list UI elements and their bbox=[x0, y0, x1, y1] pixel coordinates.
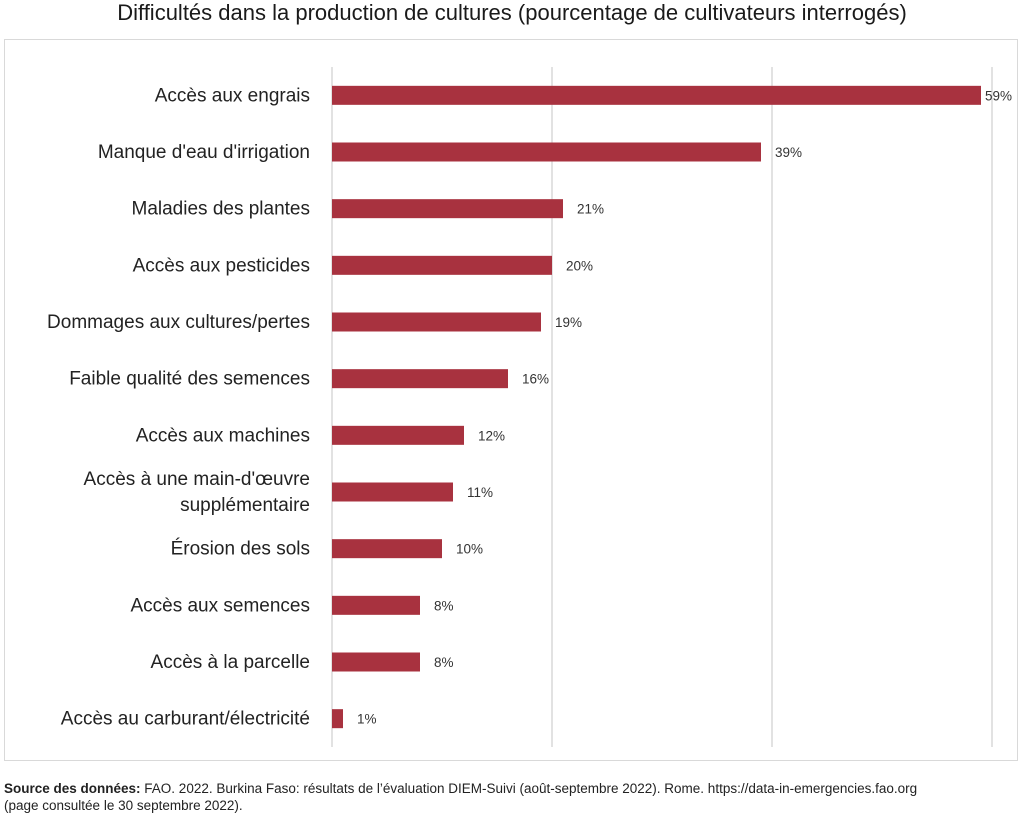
category-label-10: Accès à la parcelle bbox=[151, 652, 310, 673]
bar-7 bbox=[332, 482, 453, 502]
category-label-6: Accès aux machines bbox=[136, 425, 310, 446]
bar-0 bbox=[332, 85, 981, 105]
bar-8 bbox=[332, 539, 442, 559]
value-label-2: 21% bbox=[577, 202, 604, 217]
bar-9 bbox=[332, 595, 420, 615]
value-label-6: 12% bbox=[478, 428, 505, 443]
value-label-1: 39% bbox=[775, 145, 802, 160]
category-label-3: Accès aux pesticides bbox=[133, 255, 310, 276]
category-label-2: Maladies des plantes bbox=[132, 199, 311, 220]
category-label-9: Accès aux semences bbox=[130, 595, 310, 616]
category-label-0: Accès aux engrais bbox=[155, 85, 310, 106]
bar-2 bbox=[332, 199, 563, 219]
source-note: Source des données: FAO. 2022. Burkina F… bbox=[4, 780, 1020, 814]
category-label-11: Accès au carburant/électricité bbox=[61, 709, 310, 730]
category-label-8: Érosion des sols bbox=[171, 539, 310, 560]
value-label-5: 16% bbox=[522, 372, 549, 387]
category-label-1: Manque d'eau d'irrigation bbox=[98, 142, 310, 163]
source-label: Source des données: bbox=[4, 781, 141, 796]
category-label-5: Faible qualité des semences bbox=[69, 369, 310, 390]
category-label-7-1: supplémentaire bbox=[180, 495, 310, 516]
bar-3 bbox=[332, 255, 552, 275]
value-label-7: 11% bbox=[467, 485, 493, 500]
bar-1 bbox=[332, 142, 761, 162]
source-line-1: FAO. 2022. Burkina Faso: résultats de l’… bbox=[140, 781, 918, 796]
bar-5 bbox=[332, 369, 508, 389]
value-label-3: 20% bbox=[566, 258, 593, 273]
value-label-4: 19% bbox=[555, 315, 582, 330]
value-label-0: 59% bbox=[985, 88, 1012, 103]
value-label-11: 1% bbox=[357, 712, 377, 727]
category-label-7-0: Accès à une main-d'œuvre bbox=[84, 469, 310, 490]
source-line-2: (page consultée le 30 septembre 2022). bbox=[4, 798, 243, 813]
chart-title: Difficultés dans la production de cultur… bbox=[117, 0, 907, 25]
category-label-4: Dommages aux cultures/pertes bbox=[47, 312, 310, 333]
value-label-8: 10% bbox=[456, 542, 483, 557]
bar-11 bbox=[332, 709, 343, 729]
value-label-9: 8% bbox=[434, 598, 454, 613]
bar-chart: 59% Accès aux engrais 39% Manque d'eau d'ir… bbox=[47, 67, 1012, 747]
value-label-10: 8% bbox=[434, 655, 454, 670]
bar-6 bbox=[332, 425, 464, 445]
chart-frame bbox=[4, 39, 1018, 761]
bar-4 bbox=[332, 312, 541, 332]
bar-10 bbox=[332, 652, 420, 672]
